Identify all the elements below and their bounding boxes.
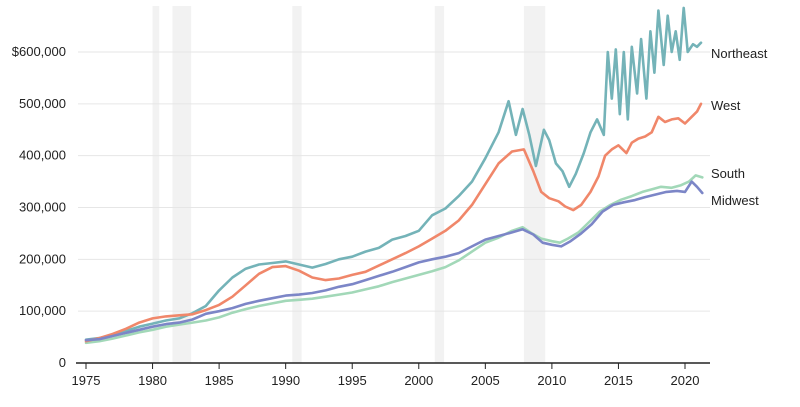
y-tick-label-100000: 100,000 <box>19 303 66 318</box>
recession-band-1 <box>152 6 160 363</box>
x-tick-label-1990: 1990 <box>271 373 300 388</box>
series-lines <box>84 6 704 345</box>
series-label-midwest: Midwest <box>711 193 759 208</box>
series-label-northeast: Northeast <box>711 46 768 61</box>
recession-band-4 <box>434 6 445 363</box>
y-tick-label-300000: 300,000 <box>19 200 66 215</box>
recession-band-3 <box>292 6 302 363</box>
x-tick-label-1995: 1995 <box>338 373 367 388</box>
series-line-midwest <box>84 180 704 342</box>
x-tick-label-2020: 2020 <box>671 373 700 388</box>
x-axis: 1975 1980 1985 1990 1995 2000 2005 2010 2015 2020 <box>72 362 710 388</box>
gridlines <box>78 51 710 312</box>
series-line-south <box>84 174 704 345</box>
x-tick-label-1980: 1980 <box>138 373 167 388</box>
series-labels: Northeast West South Midwest <box>711 46 768 208</box>
y-tick-label-400000: 400,000 <box>19 148 66 163</box>
x-tick-label-2015: 2015 <box>604 373 633 388</box>
x-tick-label-1975: 1975 <box>72 373 101 388</box>
recession-bands <box>152 6 546 363</box>
series-line-northeast <box>84 6 703 341</box>
x-tick-label-1985: 1985 <box>205 373 234 388</box>
x-tick-label-2000: 2000 <box>404 373 433 388</box>
y-tick-label-200000: 200,000 <box>19 251 66 266</box>
y-tick-label-500000: 500,000 <box>19 96 66 111</box>
recession-band-5 <box>523 6 546 363</box>
recession-band-2 <box>172 6 192 363</box>
y-tick-label-0: 0 <box>59 355 66 370</box>
series-line-west <box>84 102 703 343</box>
series-label-south: South <box>711 166 745 181</box>
y-tick-label-600000: $600,000 <box>12 44 66 59</box>
y-axis: 0 100,000 200,000 300,000 400,000 500,000 $600… <box>12 44 66 370</box>
series-label-west: West <box>711 98 741 113</box>
x-tick-label-2005: 2005 <box>471 373 500 388</box>
x-tick-label-2010: 2010 <box>537 373 566 388</box>
